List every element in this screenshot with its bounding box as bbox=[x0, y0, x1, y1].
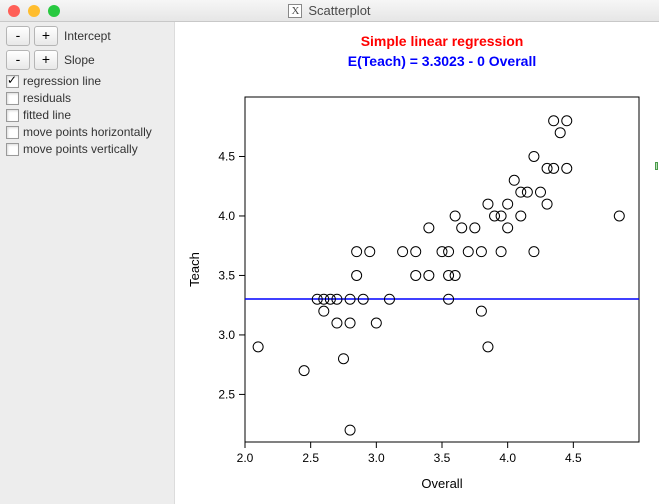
increment-slope-button[interactable]: + bbox=[34, 50, 58, 70]
chart-title: Simple linear regression bbox=[361, 33, 524, 49]
y-tick-label: 3.5 bbox=[218, 268, 235, 282]
data-point bbox=[332, 318, 342, 328]
data-point bbox=[536, 187, 546, 197]
x-tick-label: 2.0 bbox=[237, 451, 254, 465]
checkbox-fitted-line[interactable] bbox=[6, 109, 19, 122]
data-point bbox=[450, 211, 460, 221]
data-point bbox=[398, 247, 408, 257]
y-tick-label: 3.0 bbox=[218, 328, 235, 342]
data-point bbox=[529, 247, 539, 257]
close-icon[interactable] bbox=[8, 5, 20, 17]
y-tick-label: 2.5 bbox=[218, 387, 235, 401]
data-point bbox=[614, 211, 624, 221]
scatter-plot: Simple linear regression E(Teach) = 3.302… bbox=[175, 22, 659, 504]
y-tick-label: 4.0 bbox=[218, 209, 235, 223]
checkbox-row: move points horizontally bbox=[6, 125, 168, 139]
data-point bbox=[444, 247, 454, 257]
checkbox-label: move points vertically bbox=[23, 142, 138, 156]
checkbox-label: residuals bbox=[23, 91, 71, 105]
checkbox-label: fitted line bbox=[23, 108, 71, 122]
x-tick-label: 3.5 bbox=[434, 451, 451, 465]
decrement-slope-button[interactable]: - bbox=[6, 50, 30, 70]
x-tick-label: 4.0 bbox=[499, 451, 516, 465]
data-point bbox=[253, 342, 263, 352]
data-point bbox=[516, 211, 526, 221]
data-point bbox=[509, 175, 519, 185]
data-point bbox=[470, 223, 480, 233]
data-point bbox=[352, 247, 362, 257]
data-point bbox=[424, 223, 434, 233]
data-point bbox=[549, 163, 559, 173]
checkbox-row: move points vertically bbox=[6, 142, 168, 156]
increment-intercept-button[interactable]: + bbox=[34, 26, 58, 46]
data-point bbox=[476, 247, 486, 257]
window-title-text: Scatterplot bbox=[308, 3, 370, 18]
data-point bbox=[542, 199, 552, 209]
data-point bbox=[529, 151, 539, 161]
data-point bbox=[463, 247, 473, 257]
checkbox-residuals[interactable] bbox=[6, 92, 19, 105]
content: -+ Intercept -+ Slope regression line residu… bbox=[0, 22, 659, 504]
data-point bbox=[562, 163, 572, 173]
checkbox-move-points-vertically[interactable] bbox=[6, 143, 19, 156]
sidebar: -+ Intercept -+ Slope regression line residu… bbox=[0, 22, 175, 504]
data-point bbox=[496, 211, 506, 221]
data-point bbox=[496, 247, 506, 257]
spinner-row-intercept: -+ Intercept bbox=[6, 26, 168, 46]
checkbox-label: regression line bbox=[23, 74, 101, 88]
x-axis-label: Overall bbox=[421, 476, 462, 491]
chart-equation: E(Teach) = 3.3023 - 0 Overall bbox=[348, 53, 536, 69]
data-point bbox=[411, 270, 421, 280]
data-point bbox=[457, 223, 467, 233]
checkbox-regression-line[interactable] bbox=[6, 75, 19, 88]
x-tick-label: 4.5 bbox=[565, 451, 582, 465]
x11-icon: X bbox=[288, 4, 302, 18]
data-point bbox=[339, 354, 349, 364]
stray-edge bbox=[655, 162, 658, 170]
x-tick-label: 2.5 bbox=[302, 451, 319, 465]
data-point bbox=[555, 128, 565, 138]
data-point bbox=[319, 306, 329, 316]
decrement-intercept-button[interactable]: - bbox=[6, 26, 30, 46]
checkbox-row: regression line bbox=[6, 74, 168, 88]
maximize-icon[interactable] bbox=[48, 5, 60, 17]
checkbox-row: residuals bbox=[6, 91, 168, 105]
y-axis-label: Teach bbox=[187, 252, 202, 287]
data-point bbox=[365, 247, 375, 257]
data-point bbox=[411, 247, 421, 257]
spinner-label: Intercept bbox=[64, 29, 111, 43]
data-point bbox=[483, 342, 493, 352]
data-point bbox=[476, 306, 486, 316]
checkbox-label: move points horizontally bbox=[23, 125, 152, 139]
data-point bbox=[503, 199, 513, 209]
plot-box bbox=[245, 97, 639, 442]
data-point bbox=[562, 116, 572, 126]
x-tick-label: 3.0 bbox=[368, 451, 385, 465]
data-point bbox=[549, 116, 559, 126]
minimize-icon[interactable] bbox=[28, 5, 40, 17]
spinner-label: Slope bbox=[64, 53, 95, 67]
spinner-row-slope: -+ Slope bbox=[6, 50, 168, 70]
traffic-lights bbox=[0, 5, 60, 17]
data-point bbox=[483, 199, 493, 209]
data-point bbox=[345, 425, 355, 435]
data-point bbox=[522, 187, 532, 197]
data-point bbox=[371, 318, 381, 328]
data-point bbox=[299, 366, 309, 376]
data-point bbox=[345, 318, 355, 328]
data-point bbox=[450, 270, 460, 280]
data-point bbox=[503, 223, 513, 233]
data-point bbox=[352, 270, 362, 280]
checkbox-move-points-horizontally[interactable] bbox=[6, 126, 19, 139]
window-title: X Scatterplot bbox=[0, 3, 659, 18]
titlebar: X Scatterplot bbox=[0, 0, 659, 22]
plot-area: Simple linear regression E(Teach) = 3.302… bbox=[175, 22, 659, 504]
data-point bbox=[424, 270, 434, 280]
checkbox-row: fitted line bbox=[6, 108, 168, 122]
y-tick-label: 4.5 bbox=[218, 149, 235, 163]
